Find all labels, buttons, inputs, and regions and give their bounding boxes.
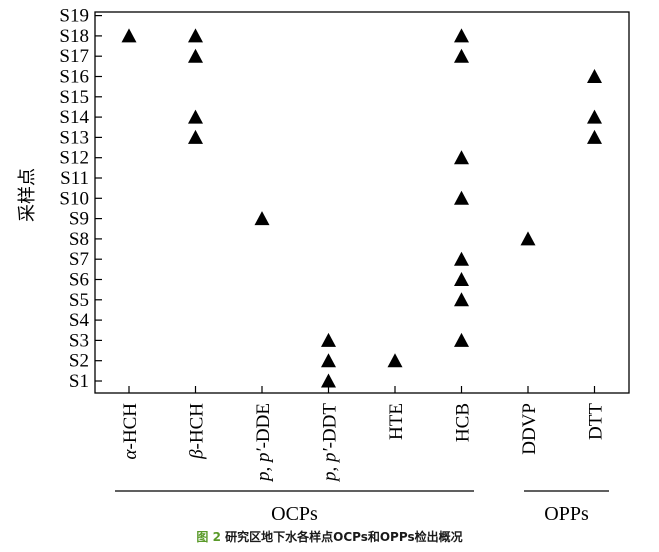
y-tick-label: S3 [69,330,89,351]
x-tick-label: p, p′-DDE [253,403,274,483]
x-tick-label-part: DDVP [519,403,540,455]
y-tick-label: S13 [59,127,89,148]
triangle-marker [587,69,602,83]
triangle-marker [188,109,203,124]
x-tick-label-part: HTE [386,403,407,440]
triangle-marker [254,211,270,226]
x-tick-label: p, p′-DDT [320,403,341,483]
triangle-marker [121,28,137,43]
triangle-marker [321,332,336,347]
y-tick-label: S15 [59,87,89,108]
x-tick-label-part: -HCH [187,403,208,450]
triangle-marker [587,109,602,124]
y-tick-label: S12 [59,148,89,169]
x-tick-label-part: DTT [586,403,607,440]
y-tick-label: S16 [59,67,89,88]
triangle-marker [188,48,203,63]
x-tick-label: β-HCH [187,403,208,460]
triangle-marker [454,190,469,205]
y-tick-label: S17 [59,46,89,67]
y-tick-label: S7 [69,249,89,270]
x-tick-label-part: HCB [453,403,474,442]
x-tick-label-part: α [120,448,141,459]
x-tick-label-part: p, p′ [253,448,274,484]
y-tick-label: S1 [69,371,89,392]
triangle-marker [587,129,602,144]
triangle-marker [188,129,203,144]
triangle-marker [454,332,469,347]
caption-text: 研究区地下水各样点OCPs和OPPs检出概况 [225,530,463,544]
triangle-marker [454,150,469,165]
y-axis-ticks: S1S2S3S4S5S6S7S8S9S10S11S12S13S14S15S16S… [59,6,102,392]
y-tick-label: S8 [69,229,89,250]
x-tick-label-part: -DDT [320,403,341,449]
x-tick-label: α-HCH [120,403,141,460]
triangle-marker [321,353,336,368]
triangle-marker [454,292,469,307]
triangle-marker [454,28,469,43]
y-tick-label: S14 [59,107,89,128]
triangle-marker [454,251,469,266]
triangle-marker [188,28,203,43]
triangle-marker [454,272,469,286]
y-tick-label: S9 [69,209,89,230]
y-axis-label: 采样点 [17,168,38,222]
x-tick-label: HCB [453,403,474,442]
x-tick-label: DTT [586,403,607,440]
category-groups: OCPs OPPs [115,490,609,525]
x-tick-label-part: -DDE [253,403,274,448]
x-tick-label-part: p, p′ [320,448,341,484]
data-points [121,28,602,388]
group-label: OCPs [271,503,318,525]
triangle-marker [321,373,336,388]
x-tick-label-part: β [187,449,208,460]
y-tick-label: S4 [69,310,90,331]
y-tick-label: S6 [69,270,89,291]
x-tick-label: DDVP [519,403,540,455]
y-tick-label: S10 [59,188,89,209]
y-tick-label: S2 [69,351,89,372]
x-tick-label-part: -HCH [120,403,141,450]
figure-number: 图 2 [196,530,221,544]
figure-caption: 图 2 研究区地下水各样点OCPs和OPPs检出概况 [0,528,659,545]
y-tick-label: S19 [59,6,89,27]
triangle-marker [520,231,536,246]
triangle-marker [387,353,403,368]
group-label: OPPs [544,503,589,525]
x-tick-label: HTE [386,403,407,440]
y-tick-label: S18 [59,26,89,47]
y-tick-label: S5 [69,290,89,311]
plot-frame [94,11,630,394]
y-tick-label: S11 [60,168,89,189]
triangle-marker [454,48,469,63]
